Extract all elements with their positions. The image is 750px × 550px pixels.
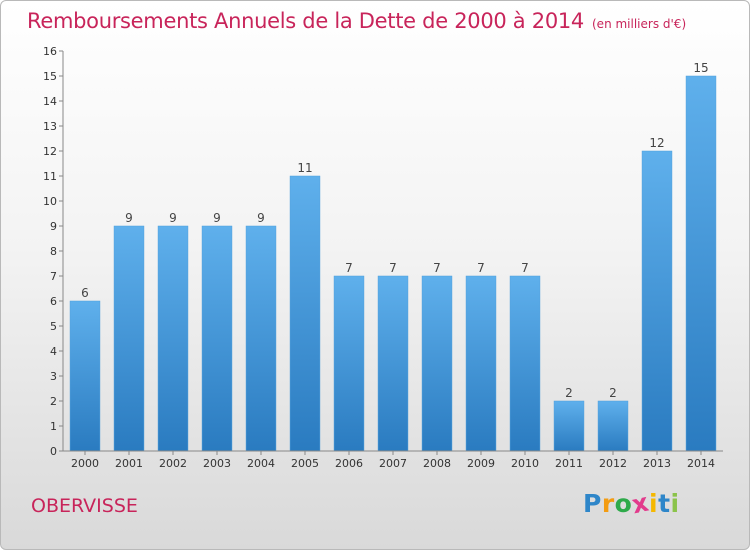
value-label-2001: 9 [125, 211, 133, 225]
bar-2001 [113, 225, 145, 452]
chart-title-text: Remboursements Annuels de la Dette de 20… [27, 9, 584, 33]
bar-2012 [597, 400, 629, 452]
y-tick-label: 4 [50, 345, 57, 358]
value-label-2005: 11 [297, 161, 312, 175]
bar-2011 [553, 400, 585, 452]
x-tick-label-2000: 2000 [71, 457, 99, 470]
logo-letter: i [670, 489, 680, 518]
y-tick-label: 6 [50, 295, 57, 308]
value-label-2009: 7 [477, 261, 485, 275]
x-tick-label-2004: 2004 [247, 457, 275, 470]
y-tick-label: 9 [50, 220, 57, 233]
bar-2007 [377, 275, 409, 452]
bar-2006 [333, 275, 365, 452]
bar-2004 [245, 225, 277, 452]
y-tick-label: 10 [43, 195, 57, 208]
value-label-2002: 9 [169, 211, 177, 225]
value-label-2008: 7 [433, 261, 441, 275]
bar-2002 [157, 225, 189, 452]
value-label-2012: 2 [609, 386, 617, 400]
value-label-2013: 12 [649, 136, 664, 150]
value-label-2000: 6 [81, 286, 89, 300]
commune-name: OBERVISSE [31, 495, 138, 517]
bar-2000 [69, 300, 101, 452]
bar-2010 [509, 275, 541, 452]
x-tick-label-2002: 2002 [159, 457, 187, 470]
bar-2009 [465, 275, 497, 452]
x-tick-label-2009: 2009 [467, 457, 495, 470]
value-label-2004: 9 [257, 211, 265, 225]
bars: 6 9 9 9 9 11 7 7 7 7 7 2 2 12 15 [69, 61, 717, 452]
y-tick-label: 11 [43, 170, 57, 183]
value-label-2003: 9 [213, 211, 221, 225]
bar-2013 [641, 150, 673, 452]
logo-letter: P [583, 489, 602, 518]
x-tick-label-2007: 2007 [379, 457, 407, 470]
y-tick-label: 14 [43, 95, 57, 108]
y-tick-label: 16 [43, 45, 57, 58]
bar-2003 [201, 225, 233, 452]
y-tick-label: 8 [50, 245, 57, 258]
logo-letter: o [614, 489, 633, 518]
x-tick-label-2003: 2003 [203, 457, 231, 470]
x-axis: 2000 2001 2002 2003 2004 2005 2006 2007 2008 2009… [63, 450, 723, 470]
value-label-2011: 2 [565, 386, 573, 400]
y-tick-label: 5 [50, 320, 57, 333]
chart-subtitle: (en milliers d'€) [592, 17, 687, 31]
x-tick-label-2011: 2011 [555, 457, 583, 470]
x-tick-label-2010: 2010 [511, 457, 539, 470]
y-tick-label: 7 [50, 270, 57, 283]
x-tick-label-2012: 2012 [599, 457, 627, 470]
value-label-2010: 7 [521, 261, 529, 275]
chart-title: Remboursements Annuels de la Dette de 20… [27, 9, 686, 33]
x-tick-label-2014: 2014 [687, 457, 715, 470]
y-tick-label: 12 [43, 145, 57, 158]
y-tick-label: 15 [43, 70, 57, 83]
x-tick-label-2005: 2005 [291, 457, 319, 470]
bar-2008 [421, 275, 453, 452]
value-label-2006: 7 [345, 261, 353, 275]
value-label-2007: 7 [389, 261, 397, 275]
y-tick-label: 13 [43, 120, 57, 133]
y-tick-label: 1 [50, 420, 57, 433]
x-tick-label-2001: 2001 [115, 457, 143, 470]
bar-2014 [685, 75, 717, 452]
bar-2005 [289, 175, 321, 452]
x-tick-label-2006: 2006 [335, 457, 363, 470]
y-tick-label: 0 [50, 445, 57, 458]
logo-letter: i [649, 489, 659, 518]
y-tick-label: 2 [50, 395, 57, 408]
logo-letter: t [658, 489, 671, 518]
y-tick-label: 3 [50, 370, 57, 383]
logo-letter: r [601, 489, 615, 518]
proxiti-logo: Proxiti [583, 488, 680, 520]
x-tick-label-2013: 2013 [643, 457, 671, 470]
value-label-2014: 15 [693, 61, 708, 75]
x-tick-label-2008: 2008 [423, 457, 451, 470]
